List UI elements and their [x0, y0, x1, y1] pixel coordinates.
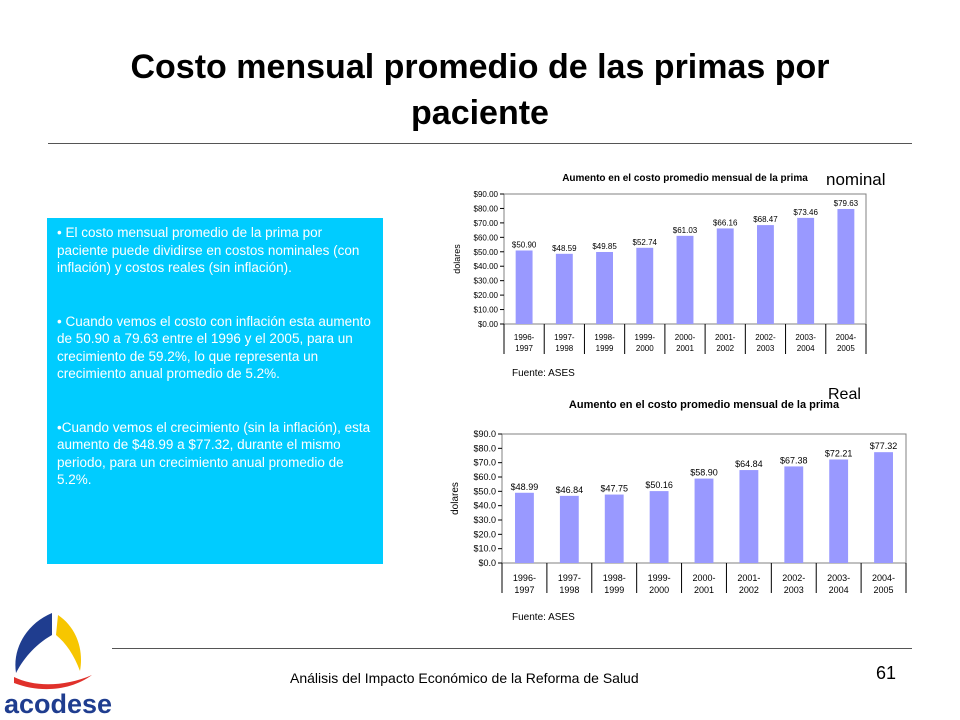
chart-2-bar [515, 492, 534, 563]
chart-label-nominal: nominal [826, 170, 886, 189]
chart-2-bar [694, 478, 714, 563]
bullet-nominal-growth: • Cuando vemos el costo con inflación es… [57, 313, 371, 382]
logo-yellow-swoosh [56, 615, 82, 671]
chart-2-y-axis-label: dolares [450, 482, 461, 515]
slide-title: Costo mensual promedio de las primas por… [130, 48, 830, 132]
chart-1-bar [756, 225, 774, 324]
chart-1-y-tick-label: $90.00 [474, 190, 499, 199]
logo-wordmark: acodese [4, 689, 112, 719]
bullet-real-growth: •Cuando vemos el crecimiento (sin la inf… [57, 419, 371, 488]
chart-2-bar [559, 495, 579, 563]
summary-box: • El costo mensual promedio de la prima … [47, 218, 383, 564]
chart-1-y-tick-label: $10.00 [474, 306, 499, 315]
chart-1-data-label: $49.85 [592, 242, 617, 251]
bullet-nominal-definition: • El costo mensual promedio de la prima … [57, 225, 360, 275]
chart-2-bar [739, 470, 759, 563]
chart-1-data-label: $50.90 [512, 240, 537, 249]
chart-1-data-label: $79.63 [834, 199, 859, 208]
page-number: 61 [876, 663, 897, 683]
chart-2-y-tick-label: $40.0 [473, 501, 496, 511]
chart-1-x-tick-label: 2003-2004 [795, 333, 816, 353]
chart-1-y-tick-label: $0.00 [478, 320, 499, 329]
chart-2-bar [874, 452, 893, 563]
chart-1-y-tick-label: $30.00 [474, 277, 499, 286]
chart-2-title: Aumento en el costo promedio mensual de … [569, 399, 840, 411]
chart-1-x-tick-label: 2004-2005 [836, 333, 857, 353]
chart-2-x-tick-label: 2002-2003 [782, 573, 805, 595]
chart-2-data-label: $50.16 [645, 480, 673, 490]
chart-1-source-note: Fuente: ASES [512, 368, 575, 379]
chart-1-x-tick-label: 2000-2001 [675, 333, 696, 353]
chart-1-y-tick-label: $70.00 [474, 219, 499, 228]
chart-1-y-axis-label: dolares [452, 244, 462, 274]
chart-1-x-tick-label: 2002-2003 [755, 333, 776, 353]
chart-1-data-label: $52.74 [633, 238, 658, 247]
chart-2-y-tick-label: $30.0 [473, 515, 496, 525]
chart-2-y-tick-label: $0.0 [478, 558, 496, 568]
chart-2-x-tick-label: 1997-1998 [558, 573, 581, 595]
chart-2-bar [784, 466, 804, 563]
chart-1-x-tick-label: 1999-2000 [635, 333, 656, 353]
chart-2-y-tick-label: $80.0 [473, 443, 496, 453]
chart-1-x-tick-label: 1996-1997 [514, 333, 535, 353]
chart-1-y-tick-label: $40.00 [474, 262, 499, 271]
chart-1-data-label: $73.46 [793, 208, 818, 217]
chart-2-data-label: $58.90 [690, 468, 718, 478]
chart-1-bar [716, 228, 734, 324]
chart-2-bar [649, 491, 669, 563]
chart-2-data-label: $72.21 [825, 448, 853, 458]
chart-1-y-tick-label: $20.00 [474, 291, 499, 300]
chart-2-y-tick-label: $60.0 [473, 472, 496, 482]
chart-1-bar [515, 250, 533, 324]
chart-1-x-tick-label: 1997-1998 [554, 333, 575, 353]
chart-2-data-label: $64.84 [735, 459, 763, 469]
chart-1-bar [797, 217, 815, 324]
chart-2-y-tick-label: $50.0 [473, 486, 496, 496]
chart-1-bar [555, 253, 573, 324]
chart-1-bar [676, 235, 694, 324]
chart-2-y-tick-label: $20.0 [473, 529, 496, 539]
chart-2-x-tick-label: 2001-2002 [737, 573, 760, 595]
chart-2-y-tick-label: $90.0 [473, 429, 496, 439]
chart-1-data-label: $66.16 [713, 218, 738, 227]
chart-1-y-tick-label: $50.00 [474, 248, 499, 257]
logo-red-swoosh [14, 675, 92, 690]
footer-divider [112, 648, 912, 649]
chart-2-x-tick-label: 1996-1997 [513, 573, 536, 595]
chart-2-bar [829, 459, 849, 563]
chart-1-title: Aumento en el costo promedio mensual de … [562, 173, 808, 184]
chart-2-x-tick-label: 2000-2001 [692, 573, 715, 595]
chart-2-x-tick-label: 1999-2000 [648, 573, 671, 595]
chart-2-y-tick-label: $10.0 [473, 544, 496, 554]
chart-1-data-label: $48.59 [552, 244, 577, 253]
chart-2-x-tick-label: 2004-2005 [872, 573, 895, 595]
chart-1-bar [837, 208, 855, 324]
chart-1-y-tick-label: $80.00 [474, 204, 499, 213]
acodese-logo: acodese [4, 613, 112, 719]
chart-2-y-tick-label: $70.0 [473, 458, 496, 468]
chart-2-data-label: $67.38 [780, 455, 808, 465]
chart-1-y-tick-label: $60.00 [474, 233, 499, 242]
chart-label-real: Real [828, 386, 861, 403]
logo-blue-swoosh [15, 613, 52, 673]
chart-2-source-note: Fuente: ASES [512, 612, 575, 623]
chart-2-data-label: $46.84 [556, 485, 584, 495]
chart-1-bar [636, 247, 654, 324]
chart-2-data-label: $47.75 [600, 484, 628, 494]
footer-text: Análisis del Impacto Económico de la Ref… [290, 670, 639, 686]
chart-2-data-label: $48.99 [511, 482, 539, 492]
chart-1-x-tick-label: 1998-1999 [594, 333, 615, 353]
chart-1-bar [596, 251, 614, 324]
chart-2-x-tick-label: 1998-1999 [603, 573, 626, 595]
chart-2-x-tick-label: 2003-2004 [827, 573, 850, 595]
chart-2-bar [604, 494, 624, 563]
chart-2-data-label: $77.32 [870, 441, 898, 451]
chart-1-data-label: $61.03 [673, 226, 698, 235]
title-divider [48, 143, 912, 144]
chart-1-x-tick-label: 2001-2002 [715, 333, 736, 353]
chart-1-data-label: $68.47 [753, 215, 778, 224]
